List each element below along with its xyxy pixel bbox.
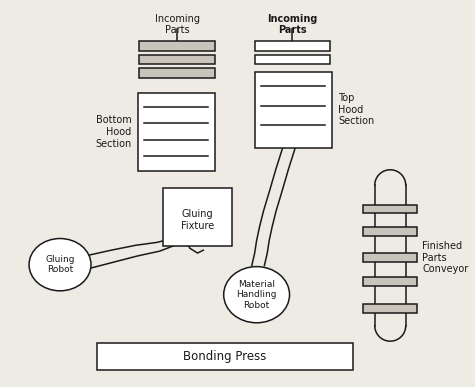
Bar — [137, 93, 215, 171]
Bar — [140, 41, 215, 51]
Text: Incoming
Parts: Incoming Parts — [267, 14, 318, 36]
Bar — [363, 253, 418, 262]
Ellipse shape — [224, 267, 290, 323]
Text: Gluing
Robot: Gluing Robot — [45, 255, 75, 274]
Bar — [363, 205, 418, 213]
Text: Bonding Press: Bonding Press — [183, 350, 267, 363]
Bar — [363, 227, 418, 236]
Bar — [363, 305, 418, 313]
Text: Top
Hood
Section: Top Hood Section — [338, 93, 374, 126]
Text: Incoming
Parts: Incoming Parts — [155, 14, 199, 36]
Bar — [363, 277, 418, 286]
Text: Material
Handling
Robot: Material Handling Robot — [237, 280, 277, 310]
Bar — [255, 72, 332, 147]
Bar — [140, 68, 215, 78]
Text: Gluing
Fixture: Gluing Fixture — [181, 209, 214, 231]
Bar — [140, 55, 215, 64]
Text: Bottom
Hood
Section: Bottom Hood Section — [95, 115, 132, 149]
Bar — [255, 55, 330, 64]
Text: Finished
Parts
Conveyor: Finished Parts Conveyor — [422, 241, 468, 274]
Ellipse shape — [29, 238, 91, 291]
Bar — [97, 343, 353, 370]
Bar — [255, 41, 330, 51]
Bar — [162, 188, 232, 246]
